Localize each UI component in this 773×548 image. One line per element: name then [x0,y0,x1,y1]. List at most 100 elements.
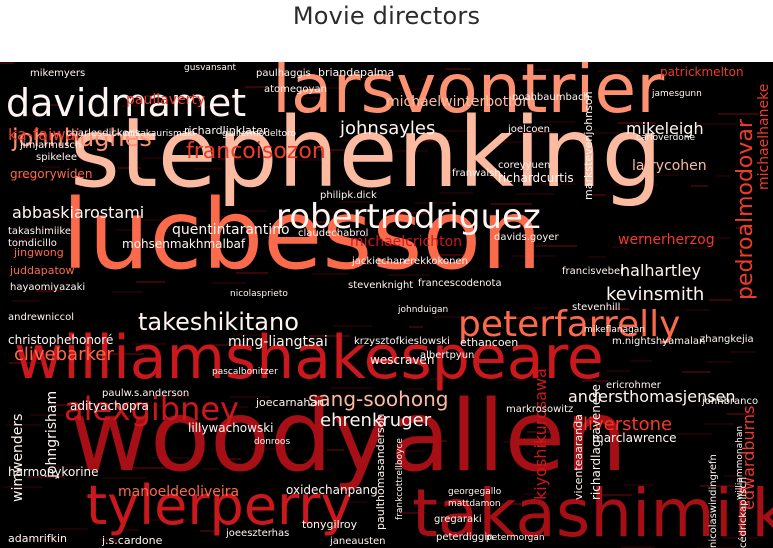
word-54: jingwong [13,246,64,259]
word-73: davids.goyer [494,232,559,243]
texture-mark [224,520,242,522]
texture-mark [527,431,550,433]
word-57: andrewniccol [8,312,74,323]
texture-mark [51,466,87,468]
texture-mark [694,123,737,125]
word-102: carloverdone [636,133,695,143]
word-26: edwardburns [739,406,758,510]
texture-mark [512,255,555,257]
texture-mark [21,114,37,116]
word-20: mikeleigh [626,119,704,138]
word-4: larsvontrier [272,62,664,129]
texture-mark [121,105,140,107]
word-78: francescodenota [418,278,502,289]
texture-mark [733,289,754,291]
word-68: zhangkejia [700,334,754,345]
word-58: francisveber [562,266,625,277]
word-44: gregorywiden [10,167,92,181]
texture-mark [712,237,731,239]
texture-mark [618,122,656,124]
word-14: pedroalmodovar [733,118,758,300]
word-100: johnbranco [701,396,758,407]
texture-mark [115,229,142,231]
word-103: jamesgunn [651,89,702,99]
word-9: peterfarrelly [458,304,680,345]
word-56: tomdicillo [8,238,57,249]
cloud-texture [0,62,759,548]
texture-mark [245,86,265,88]
word-41: lillywachowski [188,421,274,435]
word-6: tylerperry [86,474,352,537]
word-32: wernerherzog [618,232,715,248]
texture-mark [412,264,452,266]
word-52: ethancoen [460,336,518,349]
texture-mark [397,88,427,90]
texture-mark [12,300,40,302]
texture-mark [57,342,85,344]
texture-mark [215,220,245,222]
word-43: marclawrence [592,431,676,445]
texture-mark [297,97,324,99]
texture-mark [730,351,755,353]
texture-mark [433,316,475,318]
word-104: oxidechanpang [286,483,378,497]
texture-mark [18,176,38,178]
texture-mark [524,493,551,495]
word-3: williamshakespeare [14,323,604,393]
texture-mark [715,175,730,177]
texture-mark [682,371,711,373]
word-99: pascalbonitzer [212,367,278,377]
word-69: stevenknight [348,280,413,291]
texture-mark [312,273,349,275]
word-33: quentintarantino [172,222,290,238]
word-92: coreyyuen [498,160,550,171]
texture-mark [612,246,628,248]
texture-mark [721,537,758,539]
word-87: briandepalma [318,66,394,79]
word-31: larrycohen [632,158,707,174]
texture-mark [418,140,450,142]
texture-mark [197,106,221,108]
word-84: richardlinklater [184,124,268,137]
word-27: michaelcrichton [350,234,462,250]
texture-mark [306,397,321,399]
texture-mark [630,360,652,362]
texture-mark [251,448,293,450]
texture-mark [15,238,39,240]
texture-mark [606,370,630,372]
word-86: guillermodeltoro [222,129,297,139]
texture-mark [506,379,527,381]
word-70: jackiechan [351,256,405,267]
texture-mark [503,441,528,443]
texture-mark [600,494,632,496]
word-75: vicenteaaranda [572,414,585,500]
texture-mark [24,538,66,540]
texture-mark [45,104,59,106]
word-82: charlesdickens [66,128,140,139]
word-111: petermorgan [486,533,545,543]
texture-mark [415,202,451,204]
word-37: harmonykorine [8,465,99,479]
texture-mark [106,415,145,417]
texture-mark [394,150,428,152]
word-5: davidmamet [6,81,246,125]
word-60: tonygilroy [302,518,358,531]
texture-mark [521,69,552,71]
texture-mark [427,440,447,442]
texture-mark [142,157,163,159]
word-11: takeshikitano [138,308,299,336]
word-114: mikeflanagan [584,325,645,335]
texture-mark [124,529,139,531]
word-38: adityachopra [70,399,149,413]
texture-mark [315,211,348,213]
word-80: spikelee [36,152,77,163]
texture-mark [109,353,144,355]
word-98: donroos [254,437,290,447]
texture-mark [206,406,248,408]
texture-mark [130,405,167,407]
texture-mark [639,174,679,176]
texture-mark [151,457,190,459]
texture-mark [203,468,219,470]
texture-mark [727,413,756,415]
texture-mark [239,210,267,212]
